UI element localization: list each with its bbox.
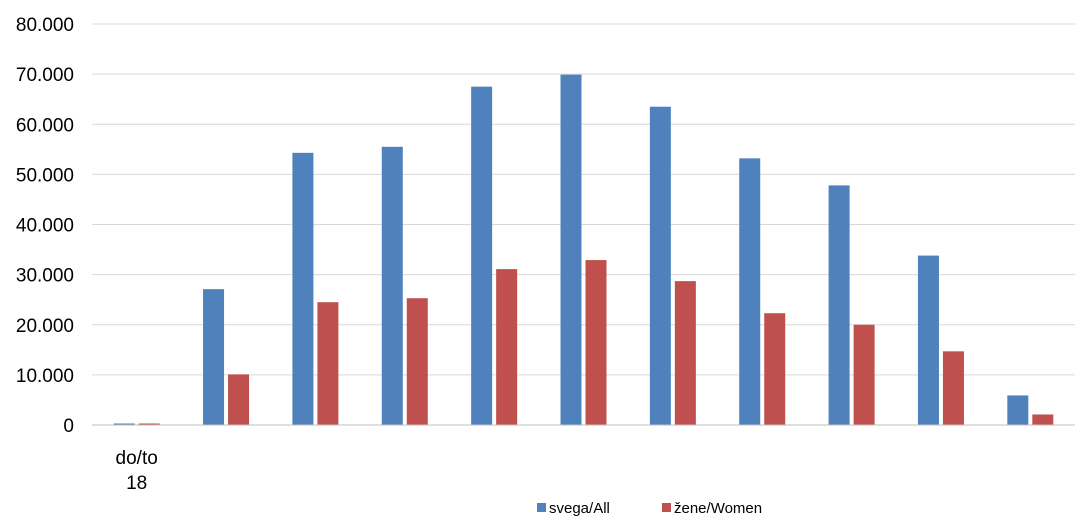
- y-tick-label: 30.000: [16, 266, 74, 287]
- bar: [649, 106, 671, 426]
- y-tick-label: 80.000: [16, 15, 74, 36]
- bar: [764, 313, 786, 425]
- bar: [317, 302, 339, 425]
- bar: [228, 374, 250, 425]
- gridlines: [92, 23, 1075, 376]
- y-tick-label: 50.000: [16, 165, 74, 186]
- bar: [1032, 414, 1054, 425]
- bar: [674, 281, 696, 425]
- legend-swatch: [662, 503, 671, 512]
- legend-label: svega/All: [549, 500, 610, 517]
- legend-label: žene/Women: [674, 500, 762, 517]
- bar: [739, 158, 761, 425]
- y-axis-ticks: 0 10.000 20.000 30.000 40.000 50.000 60.000 70.…: [16, 15, 74, 437]
- bar: [917, 255, 939, 425]
- bar: [828, 185, 850, 425]
- y-tick-label: 70.000: [16, 65, 74, 86]
- bar: [138, 423, 160, 425]
- bars: [113, 74, 1054, 426]
- y-tick-label: 60.000: [16, 115, 74, 136]
- legend-swatch: [537, 503, 546, 512]
- x-axis-ticks: do/to 18: [116, 448, 158, 494]
- bar: [853, 324, 875, 425]
- y-tick-label: 10.000: [16, 366, 74, 387]
- bar: [406, 298, 428, 425]
- y-tick-label: 20.000: [16, 316, 74, 337]
- bar: [292, 152, 314, 426]
- bar: [113, 423, 135, 425]
- bar: [203, 289, 225, 425]
- y-tick-label: 0: [63, 416, 74, 437]
- bar: [471, 86, 493, 425]
- bar: [1007, 395, 1029, 425]
- legend: svega/All žene/Women: [537, 500, 762, 517]
- bar: [560, 74, 582, 425]
- bar: [381, 146, 403, 425]
- y-tick-label: 40.000: [16, 216, 74, 237]
- bar: [496, 269, 518, 425]
- bar: [585, 260, 607, 425]
- x-tick-label: do/to 18: [116, 448, 158, 494]
- bar: [942, 351, 964, 425]
